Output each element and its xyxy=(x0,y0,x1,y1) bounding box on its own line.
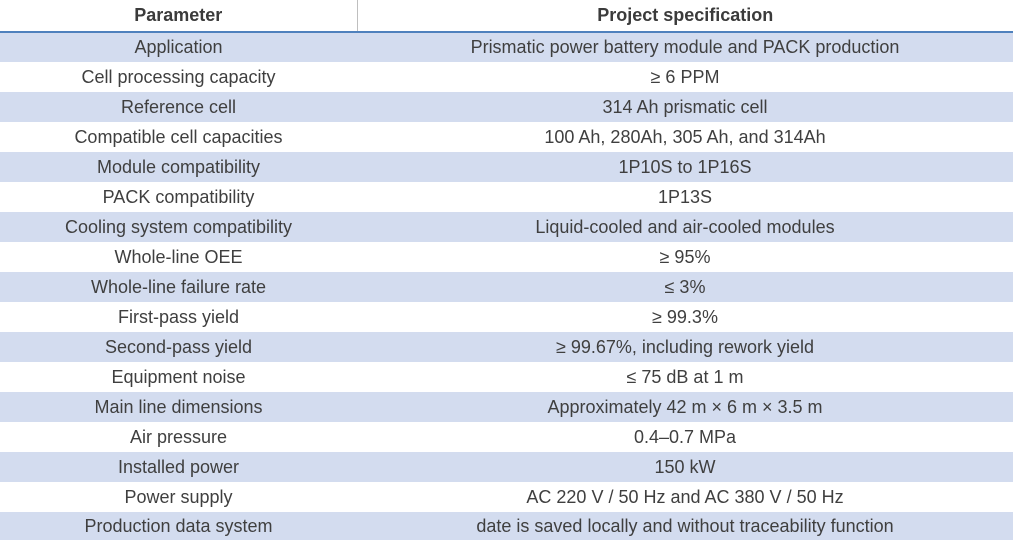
specification-cell: 1P10S to 1P16S xyxy=(357,152,1013,182)
parameter-cell: First-pass yield xyxy=(0,302,357,332)
specification-cell: Liquid-cooled and air-cooled modules xyxy=(357,212,1013,242)
table-row: Module compatibility 1P10S to 1P16S xyxy=(0,152,1013,182)
specification-cell: ≥ 99.3% xyxy=(357,302,1013,332)
table-row: Main line dimensions Approximately 42 m … xyxy=(0,392,1013,422)
header-parameter: Parameter xyxy=(0,0,358,33)
table-row: First-pass yield ≥ 99.3% xyxy=(0,302,1013,332)
table-row: Air pressure 0.4–0.7 MPa xyxy=(0,422,1013,452)
table-row: Application Prismatic power battery modu… xyxy=(0,32,1013,62)
table-row: Whole-line OEE ≥ 95% xyxy=(0,242,1013,272)
parameter-cell: Whole-line failure rate xyxy=(0,272,357,302)
specification-cell: ≥ 6 PPM xyxy=(357,62,1013,92)
parameter-cell: Installed power xyxy=(0,452,357,482)
specification-cell: 100 Ah, 280Ah, 305 Ah, and 314Ah xyxy=(357,122,1013,152)
specification-cell: 150 kW xyxy=(357,452,1013,482)
parameter-cell: PACK compatibility xyxy=(0,182,357,212)
parameter-cell: Reference cell xyxy=(0,92,357,122)
specification-cell: Approximately 42 m × 6 m × 3.5 m xyxy=(357,392,1013,422)
parameter-cell: Application xyxy=(0,32,357,62)
table-row: Equipment noise ≤ 75 dB at 1 m xyxy=(0,362,1013,392)
table-row: Reference cell 314 Ah prismatic cell xyxy=(0,92,1013,122)
table-row: Cell processing capacity ≥ 6 PPM xyxy=(0,62,1013,92)
specification-cell: ≥ 99.67%, including rework yield xyxy=(357,332,1013,362)
specification-cell: 1P13S xyxy=(357,182,1013,212)
specification-cell: date is saved locally and without tracea… xyxy=(357,512,1013,540)
parameter-cell: Compatible cell capacities xyxy=(0,122,357,152)
parameter-cell: Power supply xyxy=(0,482,357,512)
table-row: Whole-line failure rate ≤ 3% xyxy=(0,272,1013,302)
specification-cell: ≥ 95% xyxy=(357,242,1013,272)
table-row: Installed power 150 kW xyxy=(0,452,1013,482)
table-row: PACK compatibility 1P13S xyxy=(0,182,1013,212)
parameter-cell: Main line dimensions xyxy=(0,392,357,422)
table-row: Second-pass yield ≥ 99.67%, including re… xyxy=(0,332,1013,362)
specification-cell: AC 220 V / 50 Hz and AC 380 V / 50 Hz xyxy=(357,482,1013,512)
parameter-cell: Whole-line OEE xyxy=(0,242,357,272)
specification-cell: ≤ 3% xyxy=(357,272,1013,302)
parameter-cell: Equipment noise xyxy=(0,362,357,392)
table-row: Cooling system compatibility Liquid-cool… xyxy=(0,212,1013,242)
table-row: Compatible cell capacities 100 Ah, 280Ah… xyxy=(0,122,1013,152)
header-row: Parameter Project specification xyxy=(0,0,1013,33)
parameter-cell: Air pressure xyxy=(0,422,357,452)
specification-cell: Prismatic power battery module and PACK … xyxy=(357,32,1013,62)
specification-cell: 314 Ah prismatic cell xyxy=(357,92,1013,122)
specification-cell: ≤ 75 dB at 1 m xyxy=(357,362,1013,392)
parameter-cell: Cooling system compatibility xyxy=(0,212,357,242)
table-row: Production data system date is saved loc… xyxy=(0,512,1013,540)
parameter-cell: Second-pass yield xyxy=(0,332,357,362)
header-specification: Project specification xyxy=(357,0,1013,33)
parameter-cell: Cell processing capacity xyxy=(0,62,357,92)
parameter-cell: Production data system xyxy=(0,512,357,540)
parameter-cell: Module compatibility xyxy=(0,152,357,182)
specification-cell: 0.4–0.7 MPa xyxy=(357,422,1013,452)
table-row: Power supply AC 220 V / 50 Hz and AC 380… xyxy=(0,482,1013,512)
